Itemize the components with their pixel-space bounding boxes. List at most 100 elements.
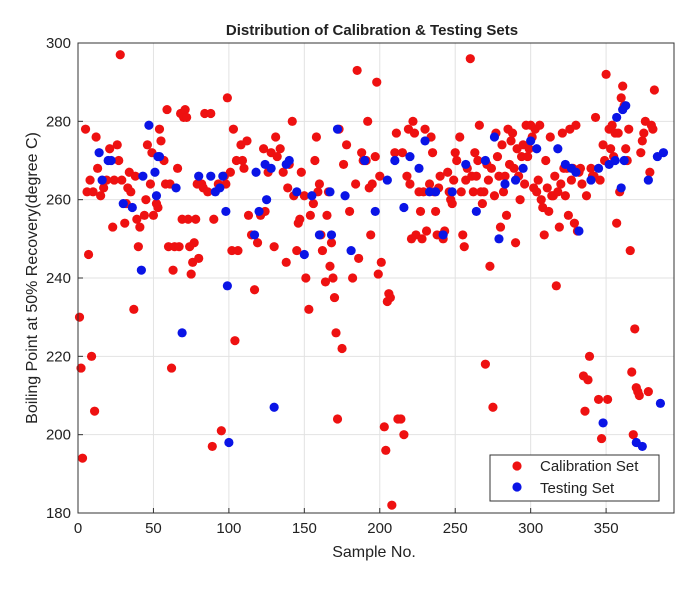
calibration-point	[145, 179, 156, 189]
testing-point	[222, 281, 232, 291]
calibration-point	[544, 206, 554, 217]
calibration-point	[126, 187, 136, 197]
legend: Calibration Set Testing Set	[489, 454, 660, 502]
calibration-point	[402, 171, 412, 181]
calibration-point	[486, 163, 497, 173]
calibration-point	[269, 242, 279, 252]
calibration-point	[385, 292, 395, 303]
x-axis-label: Sample No.	[332, 544, 416, 561]
x-tick-label: 300	[518, 520, 543, 537]
testing-point	[150, 167, 160, 177]
calibration-point	[477, 198, 487, 209]
calibration-point	[338, 159, 349, 170]
calibration-point	[194, 253, 204, 264]
calibration-point	[129, 304, 139, 314]
testing-point	[431, 187, 441, 197]
calibration-point	[627, 367, 637, 377]
calibration-point	[108, 222, 118, 232]
testing-point	[610, 155, 620, 166]
calibration-point	[479, 187, 489, 197]
calibration-point	[132, 214, 142, 224]
calibration-point	[500, 171, 510, 181]
y-tick-label: 200	[46, 427, 71, 444]
calibration-point	[483, 175, 494, 185]
calibration-point	[545, 132, 555, 142]
testing-point	[154, 151, 165, 162]
calibration-point	[166, 363, 177, 373]
chart-title: Distribution of Calibration & Testing Se…	[226, 22, 518, 39]
calibration-point	[468, 187, 478, 197]
testing-point	[480, 155, 490, 166]
calibration-point	[497, 140, 507, 150]
testing-point	[586, 175, 596, 185]
testing-point	[224, 437, 234, 448]
calibration-point	[465, 54, 475, 64]
calibration-point	[74, 312, 85, 322]
testing-point	[655, 398, 666, 408]
calibration-point	[93, 163, 103, 173]
calibration-point	[278, 167, 288, 177]
calibration-point	[553, 187, 563, 197]
testing-point	[619, 155, 629, 166]
calibration-point	[616, 93, 626, 103]
testing-point	[332, 124, 343, 134]
calibration-point	[304, 304, 314, 314]
calibration-point	[443, 167, 453, 177]
testing-point	[269, 402, 279, 412]
calibration-point	[85, 175, 95, 185]
calibration-point	[80, 124, 91, 134]
calibration-point	[456, 187, 466, 197]
calibration-point	[299, 191, 309, 201]
calibration-point	[209, 214, 219, 224]
testing-point	[171, 183, 181, 193]
y-tick-label: 220	[46, 348, 71, 365]
calibration-point	[281, 257, 291, 267]
calibration-point	[376, 257, 386, 267]
testing-point	[284, 155, 294, 166]
calibration-point	[581, 191, 592, 201]
calibration-point	[243, 210, 254, 220]
calibration-point	[408, 116, 418, 126]
calibration-point	[613, 128, 623, 138]
y-tick-label: 280	[46, 113, 71, 130]
testing-point	[526, 136, 536, 146]
calibration-point	[191, 214, 201, 224]
testing-point	[138, 171, 148, 181]
calibration-point	[252, 238, 263, 248]
calibration-point	[509, 163, 519, 173]
calibration-point	[186, 269, 196, 279]
calibration-point	[489, 191, 500, 201]
calibration-point	[498, 187, 509, 197]
legend-marker-calibration	[512, 461, 522, 471]
calibration-point	[628, 430, 638, 440]
calibration-point	[203, 187, 213, 197]
calibration-point	[117, 175, 127, 185]
testing-point	[254, 206, 264, 217]
calibration-point	[154, 124, 165, 134]
calibration-point	[551, 281, 561, 291]
testing-point	[518, 163, 528, 173]
calibration-point	[550, 171, 560, 181]
calibration-point	[495, 222, 506, 232]
x-tick-label: 150	[292, 520, 317, 537]
calibration-point	[452, 155, 462, 166]
testing-point	[206, 171, 216, 181]
calibration-point	[510, 238, 521, 248]
calibration-point	[470, 148, 480, 158]
calibration-point	[586, 163, 596, 173]
calibration-point	[182, 112, 192, 123]
testing-point	[414, 163, 424, 173]
calibration-point	[135, 222, 145, 232]
calibration-point	[648, 124, 658, 134]
calibration-point	[317, 245, 328, 256]
calibration-point	[488, 402, 498, 412]
testing-point	[489, 132, 500, 142]
calibration-point	[174, 242, 184, 252]
calibration-point	[311, 132, 321, 142]
calibration-series	[74, 50, 659, 510]
testing-point	[532, 144, 542, 154]
calibration-point	[341, 140, 352, 150]
testing-series	[94, 101, 669, 452]
calibration-point	[485, 261, 495, 271]
calibration-point	[409, 128, 420, 138]
